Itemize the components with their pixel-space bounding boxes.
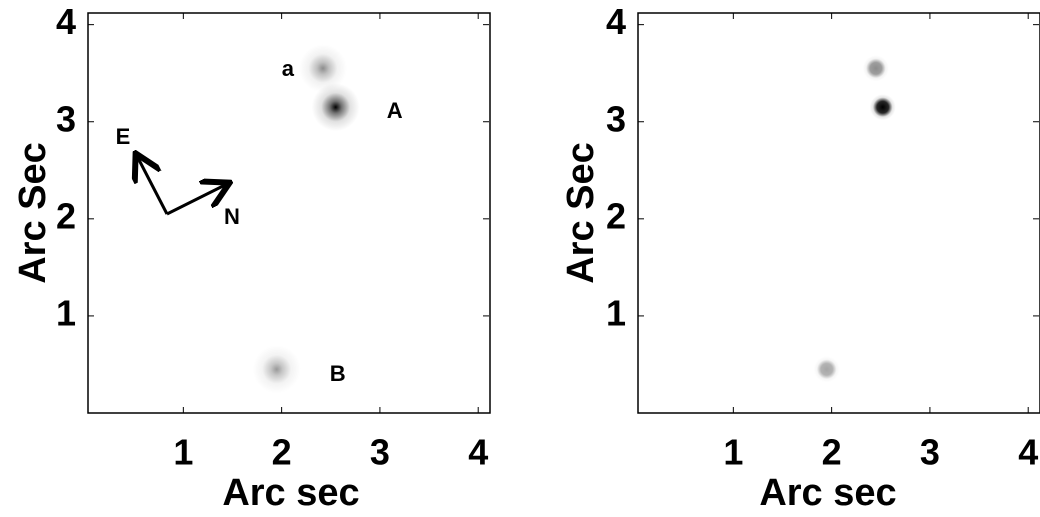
y-tick-label: 3 xyxy=(606,98,626,139)
x-tick-label: 4 xyxy=(468,432,488,473)
source-label: a xyxy=(282,56,295,81)
source xyxy=(252,345,301,394)
panel: 1 2 3 4 1 2 3 4 Arc sec Arc Sec xyxy=(560,1,1040,514)
y-axis-label: Arc Sec xyxy=(560,142,602,284)
compass-label: N xyxy=(224,204,240,229)
plot-area xyxy=(637,12,1040,414)
y-tick-label: 2 xyxy=(56,195,76,236)
compass-arrow xyxy=(166,184,227,216)
y-tick-label: 4 xyxy=(56,1,76,42)
source xyxy=(813,356,840,383)
x-tick-label: 3 xyxy=(920,432,940,473)
source-label: B xyxy=(330,361,346,386)
x-tick-label: 3 xyxy=(370,432,390,473)
compass-arrow xyxy=(137,156,169,215)
x-tick-label: 2 xyxy=(272,432,292,473)
source-label: A xyxy=(387,98,403,123)
x-axis-label: Arc sec xyxy=(759,472,896,514)
x-tick-label: 4 xyxy=(1018,432,1038,473)
source xyxy=(869,94,896,121)
source xyxy=(311,83,360,132)
y-tick-label: 1 xyxy=(56,292,76,333)
x-tick-label: 1 xyxy=(173,432,193,473)
y-tick-label: 4 xyxy=(606,1,626,42)
source xyxy=(298,44,347,93)
x-tick-label: 1 xyxy=(723,432,743,473)
compass: E N xyxy=(116,124,240,229)
panel: 1 2 3 4 1 2 3 4 Arc sec Arc Sec Aa B xyxy=(12,1,491,514)
y-tick-label: 2 xyxy=(606,195,626,236)
compass-label: E xyxy=(116,124,131,149)
y-tick-label: 1 xyxy=(606,292,626,333)
y-axis-label: Arc Sec xyxy=(12,142,54,284)
x-tick-label: 2 xyxy=(822,432,842,473)
x-axis-label: Arc sec xyxy=(222,472,359,514)
y-tick-label: 3 xyxy=(56,98,76,139)
plot-area xyxy=(87,12,491,414)
source xyxy=(862,55,889,82)
